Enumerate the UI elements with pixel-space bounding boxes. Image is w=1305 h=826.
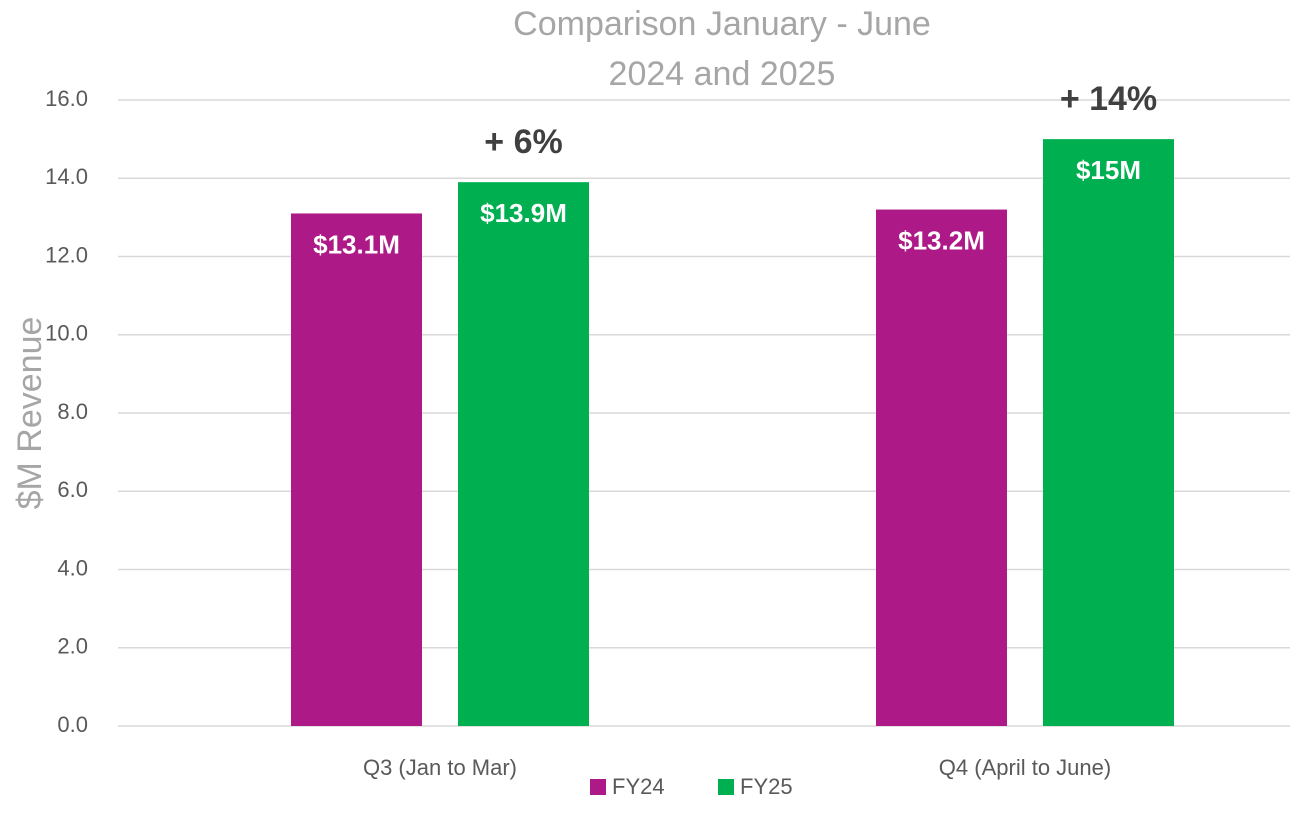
legend-label: FY25 [740, 774, 793, 799]
y-tick-label: 8.0 [57, 399, 88, 424]
y-tick-label: 6.0 [57, 477, 88, 502]
y-tick-label: 0.0 [57, 712, 88, 737]
y-tick-label: 4.0 [57, 555, 88, 580]
legend-swatch [718, 779, 734, 795]
annotation: + 6% [484, 123, 562, 161]
y-axis-label: $M Revenue [11, 317, 49, 510]
y-tick-label: 10.0 [45, 321, 88, 346]
y-tick-label: 16.0 [45, 86, 88, 111]
chart-title: Comparison January - June [513, 5, 931, 43]
bar [458, 182, 589, 727]
y-tick-label: 2.0 [57, 634, 88, 659]
value-label: $13.1M [313, 229, 400, 259]
legend-label: FY24 [612, 774, 665, 799]
bar [1043, 139, 1174, 726]
x-tick-label: Q3 (Jan to Mar) [363, 755, 517, 780]
annotation: + 14% [1060, 80, 1157, 118]
bar [876, 209, 1007, 727]
value-label: $13.2M [898, 225, 985, 255]
value-label: $15M [1076, 155, 1141, 185]
legend-swatch [590, 779, 606, 795]
y-tick-label: 14.0 [45, 164, 88, 189]
bar [291, 213, 422, 726]
value-label: $13.9M [480, 198, 567, 228]
y-tick-label: 12.0 [45, 242, 88, 267]
x-tick-label: Q4 (April to June) [939, 755, 1111, 780]
chart-title: 2024 and 2025 [609, 55, 836, 93]
